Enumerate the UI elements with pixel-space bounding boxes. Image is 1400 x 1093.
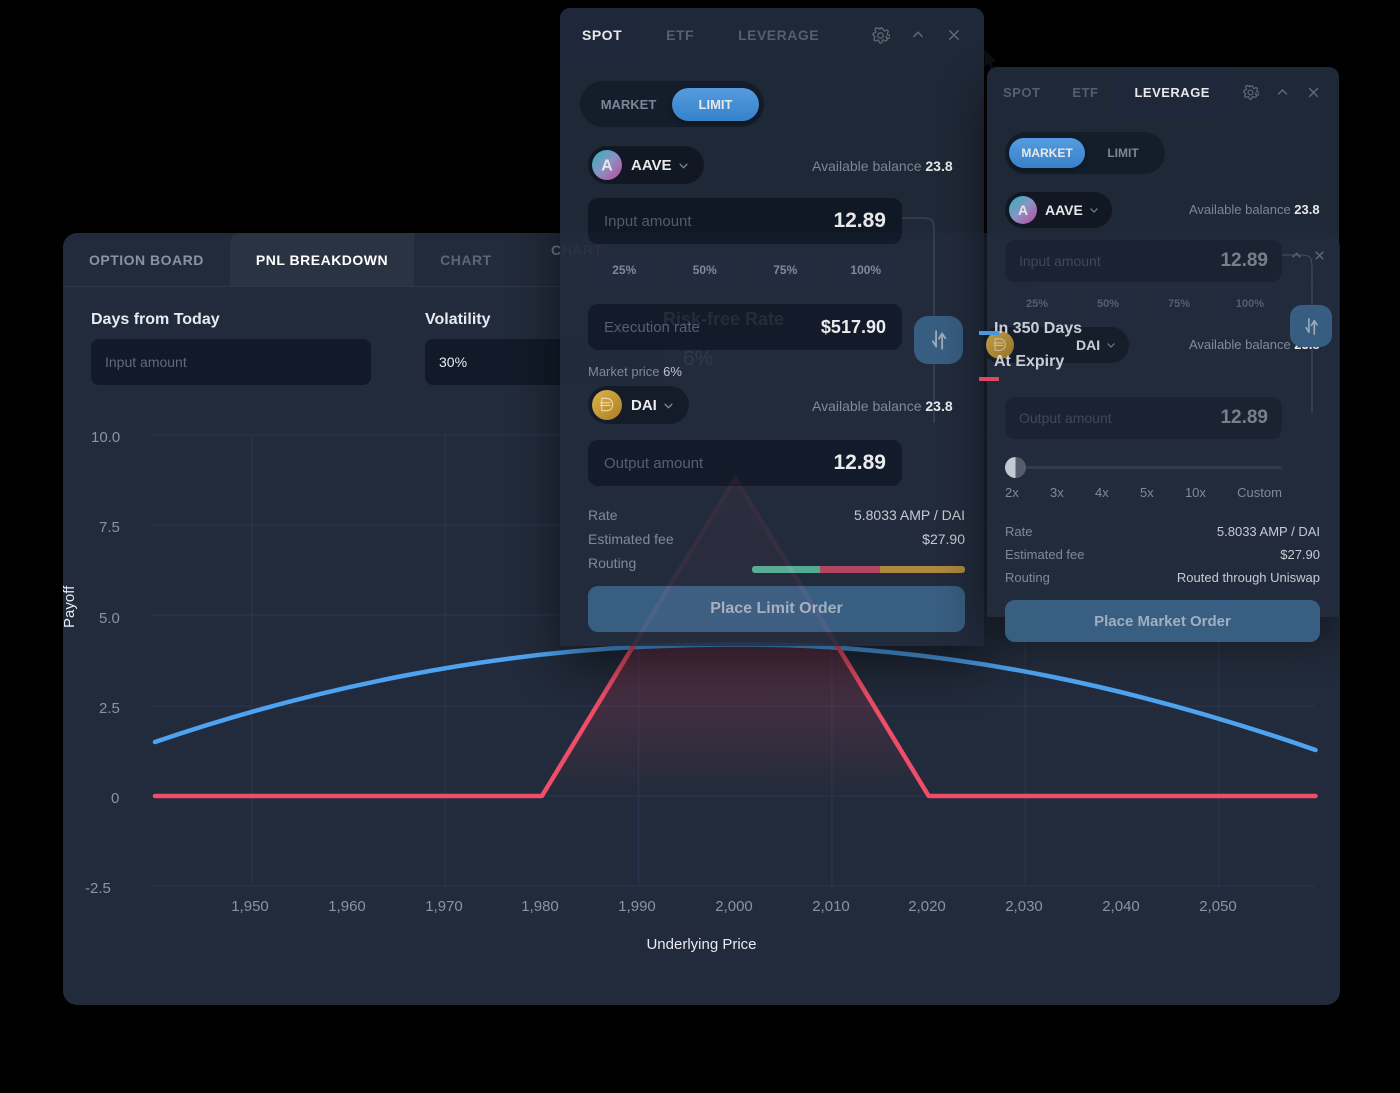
svg-text:A: A <box>601 157 613 174</box>
svg-text:A: A <box>1018 202 1028 218</box>
